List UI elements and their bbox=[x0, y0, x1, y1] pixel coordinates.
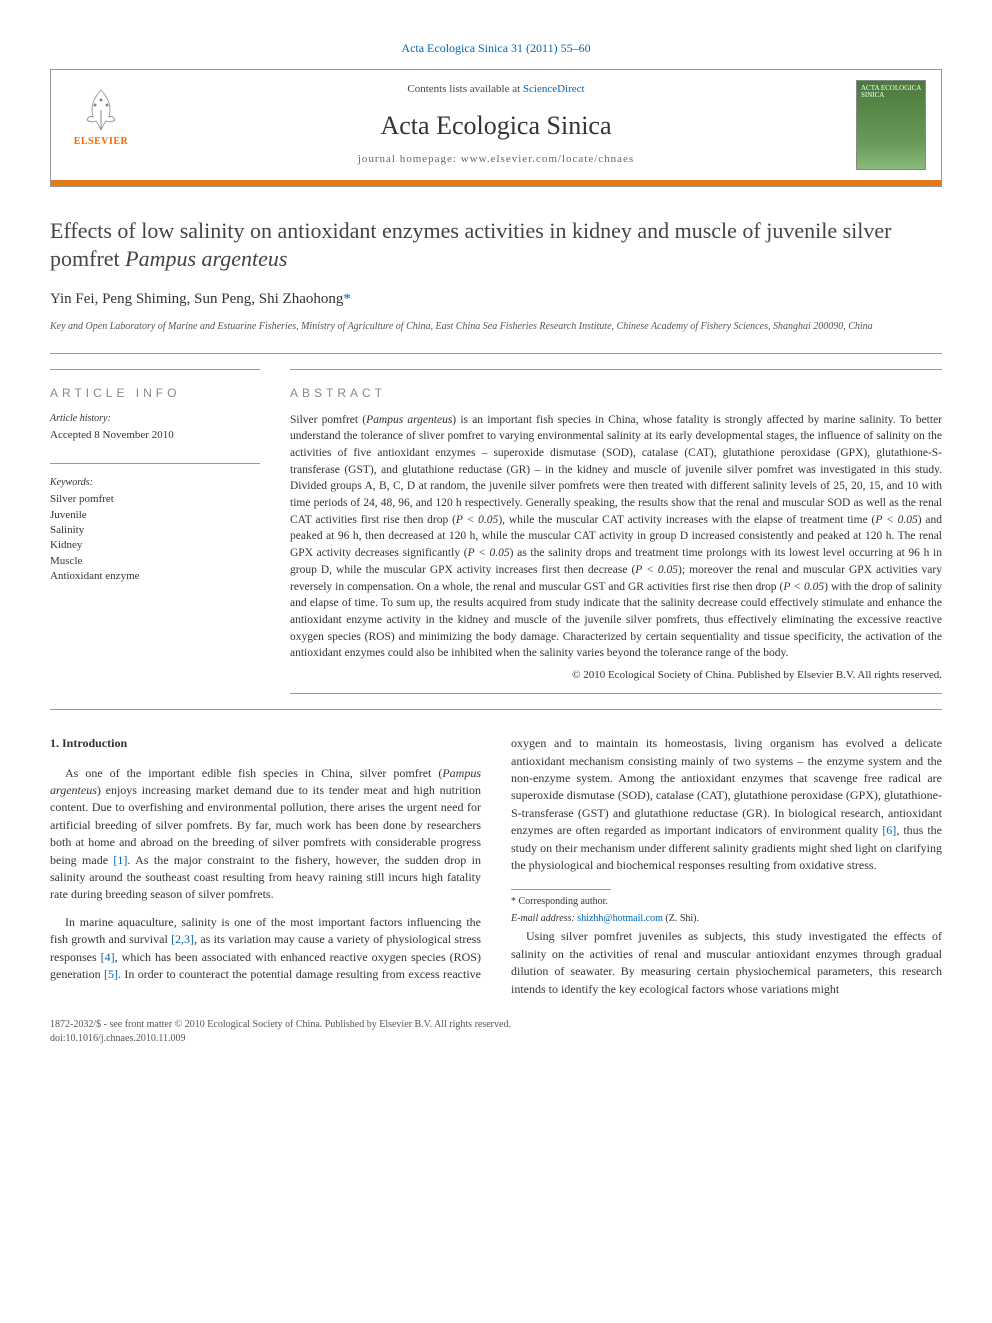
journal-cover-thumbnail: ACTA ECOLOGICA SINICA bbox=[856, 80, 926, 170]
history-label: Article history: bbox=[50, 412, 260, 426]
article-title: Effects of low salinity on antioxidant e… bbox=[50, 217, 942, 274]
journal-header: ELSEVIER Contents lists available at Sci… bbox=[50, 69, 942, 187]
body-text: 1. Introduction As one of the important … bbox=[50, 735, 942, 998]
footnote-divider bbox=[511, 889, 611, 890]
keyword: Juvenile bbox=[50, 508, 260, 523]
keywords-label: Keywords: bbox=[50, 476, 260, 490]
abstract-heading: ABSTRACT bbox=[290, 385, 942, 402]
publisher-name: ELSEVIER bbox=[74, 135, 129, 149]
sciencedirect-link[interactable]: ScienceDirect bbox=[523, 83, 585, 95]
keyword: Silver pomfret bbox=[50, 492, 260, 507]
journal-title: Acta Ecologica Sinica bbox=[136, 108, 856, 144]
intro-paragraph: Using silver pomfret juveniles as subjec… bbox=[511, 928, 942, 998]
author-email-link[interactable]: shizhh@hotmail.com bbox=[577, 913, 663, 924]
article-info-heading: ARTICLE INFO bbox=[50, 385, 260, 402]
email-footnote: E-mail address: shizhh@hotmail.com (Z. S… bbox=[511, 912, 942, 927]
keyword: Kidney bbox=[50, 538, 260, 553]
contents-available: Contents lists available at ScienceDirec… bbox=[136, 82, 856, 97]
citation-link[interactable]: [2,3] bbox=[171, 932, 194, 946]
keyword: Muscle bbox=[50, 554, 260, 569]
elsevier-tree-icon bbox=[81, 85, 121, 135]
introduction-heading: 1. Introduction bbox=[50, 735, 481, 752]
doi: doi:10.1016/j.chnaes.2010.11.009 bbox=[50, 1032, 942, 1046]
citation-link[interactable]: [6] bbox=[882, 823, 896, 837]
orange-divider-bar bbox=[51, 180, 941, 186]
abstract-column: ABSTRACT Silver pomfret (Pampus argenteu… bbox=[290, 369, 942, 694]
abstract-text: Silver pomfret (Pampus argenteus) is an … bbox=[290, 412, 942, 662]
intro-paragraph: As one of the important edible fish spec… bbox=[50, 765, 481, 904]
author-affiliation: Key and Open Laboratory of Marine and Es… bbox=[50, 320, 942, 333]
journal-reference: Acta Ecologica Sinica 31 (2011) 55–60 bbox=[50, 40, 942, 57]
keyword: Salinity bbox=[50, 523, 260, 538]
accepted-date: Accepted 8 November 2010 bbox=[50, 428, 260, 443]
abstract-copyright: © 2010 Ecological Society of China. Publ… bbox=[290, 668, 942, 683]
citation-link[interactable]: [5] bbox=[104, 967, 118, 981]
journal-homepage: journal homepage: www.elsevier.com/locat… bbox=[136, 152, 856, 167]
citation-link[interactable]: [4] bbox=[101, 950, 115, 964]
corresponding-author-mark: * bbox=[343, 291, 351, 307]
author-list: Yin Fei, Peng Shiming, Sun Peng, Shi Zha… bbox=[50, 289, 942, 310]
citation-link[interactable]: [1] bbox=[113, 853, 127, 867]
issn-copyright: 1872-2032/$ - see front matter © 2010 Ec… bbox=[50, 1018, 942, 1032]
corresponding-author-note: * Corresponding author. bbox=[511, 895, 942, 910]
keyword: Antioxidant enzyme bbox=[50, 569, 260, 584]
article-info-column: ARTICLE INFO Article history: Accepted 8… bbox=[50, 369, 260, 694]
publisher-logo: ELSEVIER bbox=[66, 85, 136, 165]
